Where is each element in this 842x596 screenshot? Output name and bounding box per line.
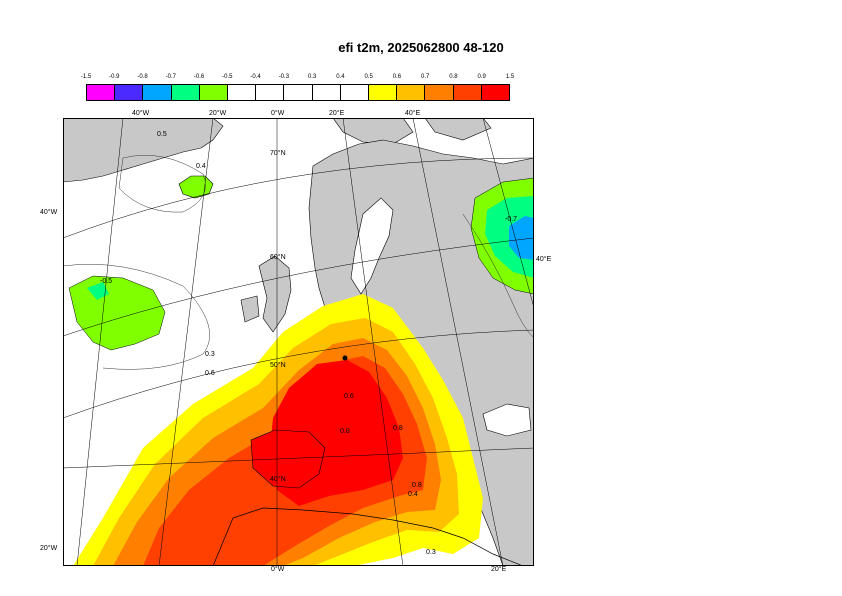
map-frame — [63, 118, 534, 566]
efi-map — [63, 118, 534, 566]
colorbar-tick-label: -0.6 — [193, 74, 205, 80]
colorbar-segment — [369, 85, 398, 100]
colorbar-segment — [340, 85, 370, 100]
colorbar-tick-label: 1.5 — [505, 74, 515, 80]
contour-label: 0.6 — [344, 393, 354, 400]
colorbar-segment — [425, 85, 454, 100]
contour-label: 0.3 — [426, 549, 436, 556]
lat-label-inner: 50°N — [270, 362, 286, 369]
efi-area-teal-atlantic — [87, 282, 109, 300]
page-title: efi t2m, 2025062800 48-120 — [338, 40, 504, 55]
colorbar-tick-labels: -1.5 -0.9 -0.8 -0.7 -0.6 -0.5 -0.4 -0.3 0.3 0.4 0.… — [81, 74, 514, 84]
colorbar-tick-label: 0.4 — [336, 74, 345, 80]
efi-area-cyan-russia — [509, 216, 534, 260]
black-sea — [482, 403, 532, 437]
colorbar-tick-label: -0.4 — [250, 74, 261, 80]
lat-label-inner: 60°N — [270, 254, 286, 261]
colorbar-tick-label: 0.6 — [392, 74, 402, 80]
lat-label-inner: 40°N — [270, 476, 286, 483]
lon-label-bottom: 0°W — [271, 566, 285, 573]
lat-label-inner: 70°N — [270, 150, 286, 157]
colorbar-tick-label: -0.8 — [137, 74, 148, 80]
colorbar-tick-label: -0.5 — [222, 74, 233, 80]
colorbar-tick-label: -1.5 — [80, 74, 92, 80]
colorbar-segment — [397, 85, 426, 100]
contour-label: -0.7 — [505, 216, 518, 223]
contour-label: 0.4 — [196, 163, 206, 170]
colorbar-segment — [143, 85, 172, 100]
contour-label: 0.3 — [205, 351, 215, 358]
lat-label-left: 40°W — [40, 209, 58, 216]
colorbar-segment — [199, 85, 229, 100]
colorbar — [86, 84, 510, 101]
contour-lines — [63, 154, 534, 370]
colorbar-segment — [228, 85, 257, 100]
colorbar-segment — [256, 85, 285, 100]
lon-label-top: 20°E — [329, 110, 345, 117]
contour-label: -0.5 — [100, 278, 113, 285]
location-marker — [342, 355, 348, 361]
british-isles-land — [240, 255, 292, 333]
contour-label: 0.5 — [157, 131, 167, 138]
greenland-land — [63, 118, 224, 183]
colorbar-segment — [115, 85, 144, 100]
colorbar-segment — [171, 85, 200, 100]
lon-label-right: 40°E — [536, 256, 552, 263]
contour-label: 0.8 — [393, 425, 403, 432]
colorbar-tick-label: 0.3 — [307, 74, 317, 80]
lon-label-top: 20°W — [209, 110, 227, 117]
contour-label: 0.4 — [408, 491, 418, 498]
iberia-land — [250, 429, 326, 489]
north-africa-coast — [212, 507, 524, 566]
lon-label-top: 40°E — [405, 110, 421, 117]
colorbar-tick-label: -0.9 — [109, 74, 120, 80]
lon-label-top: 0°W — [271, 110, 285, 117]
colorbar-segment — [312, 85, 341, 100]
baltic-sea — [350, 197, 394, 295]
colorbar-tick-label: 0.9 — [477, 74, 486, 80]
colorbar-tick-label: 0.5 — [364, 74, 373, 80]
colorbar-tick-label: -0.3 — [278, 74, 290, 80]
lat-label-left: 20°W — [40, 545, 58, 552]
colorbar-segment — [87, 85, 116, 100]
contour-label: 0.6 — [205, 370, 215, 377]
colorbar-tick-label: 0.8 — [449, 74, 458, 80]
lon-label-bottom: 20°E — [491, 566, 507, 573]
contour-label: 0.8 — [412, 482, 422, 489]
contour-label: 0.8 — [340, 428, 350, 435]
lon-label-top: 40°W — [132, 110, 150, 117]
colorbar-tick-label: -0.7 — [165, 74, 176, 80]
colorbar-segment — [284, 85, 313, 100]
colorbar-segment — [481, 85, 510, 100]
colorbar-segment — [453, 85, 482, 100]
colorbar-tick-label: 0.7 — [421, 74, 430, 80]
